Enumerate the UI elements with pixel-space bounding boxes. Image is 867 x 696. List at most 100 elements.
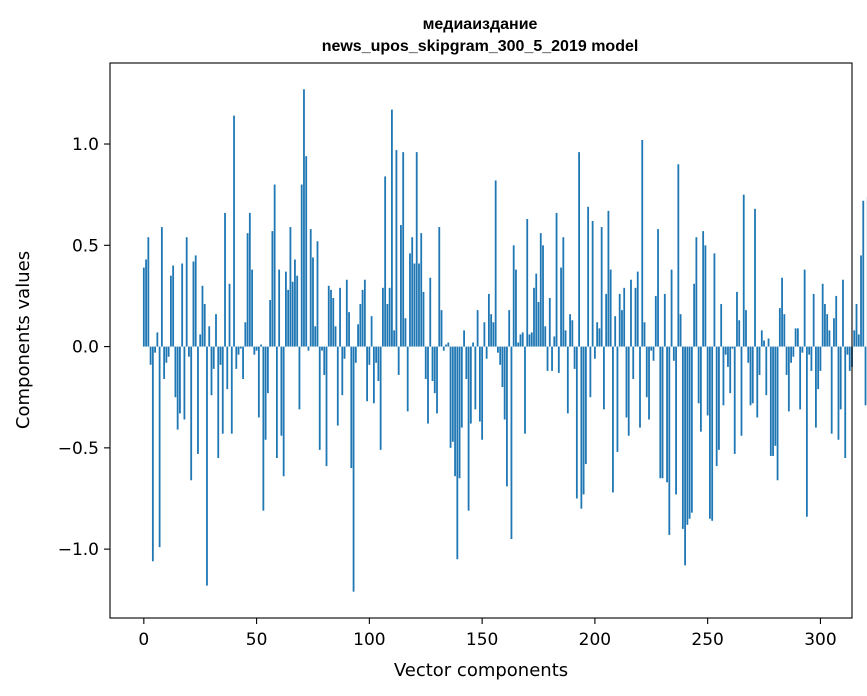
bar	[244, 322, 247, 347]
bar	[203, 304, 206, 347]
bar	[508, 310, 511, 347]
bar	[436, 346, 438, 414]
bar	[639, 346, 641, 428]
bar	[427, 346, 429, 424]
x-tick-label: 50	[246, 630, 268, 650]
bar	[433, 346, 436, 394]
bar	[792, 346, 795, 357]
bar	[715, 346, 718, 467]
bar	[271, 231, 274, 347]
bar	[582, 346, 585, 495]
bar	[720, 304, 723, 347]
bar	[643, 322, 646, 347]
bar	[239, 346, 242, 349]
bar	[727, 346, 729, 367]
bar	[530, 332, 533, 347]
bar	[357, 324, 359, 347]
bar	[805, 346, 808, 517]
bar	[442, 346, 445, 351]
bar	[729, 346, 732, 394]
y-tick-label: 0.5	[72, 236, 99, 256]
bar	[409, 253, 411, 347]
bar	[668, 346, 671, 535]
bar	[724, 346, 727, 355]
y-tick-label: 0.0	[72, 338, 99, 358]
bar	[763, 340, 765, 347]
bar	[670, 269, 673, 347]
bar	[713, 253, 716, 347]
bar	[368, 346, 371, 365]
bar	[575, 346, 578, 499]
bar	[533, 287, 535, 347]
bar	[248, 212, 251, 347]
bar	[819, 346, 822, 371]
bar	[754, 208, 756, 347]
bar	[402, 152, 405, 347]
bar	[553, 336, 556, 347]
bar	[589, 346, 592, 398]
bar	[492, 322, 495, 347]
bar	[160, 227, 163, 347]
bar	[524, 346, 526, 434]
bar	[864, 346, 867, 406]
bar	[636, 271, 639, 347]
bar	[612, 346, 614, 493]
bar	[607, 210, 610, 347]
bar	[605, 293, 608, 347]
bar	[397, 346, 400, 375]
bar	[596, 322, 599, 347]
bar	[774, 346, 777, 446]
bar	[345, 279, 348, 347]
bar	[528, 334, 531, 347]
bar	[230, 346, 233, 434]
x-tick-label: 0	[138, 630, 149, 650]
bar	[476, 310, 479, 347]
bar	[275, 346, 278, 458]
bar	[718, 346, 720, 450]
bar	[487, 293, 490, 347]
bar	[790, 346, 792, 363]
bar	[300, 184, 303, 347]
bar	[323, 346, 326, 375]
bar	[235, 346, 238, 369]
bar	[282, 346, 285, 477]
bar	[846, 346, 849, 355]
bar	[174, 346, 177, 398]
bar	[593, 346, 596, 359]
bar	[255, 346, 258, 351]
bar	[404, 318, 407, 347]
bar	[197, 346, 199, 454]
chart-subtitle: news_upos_skipgram_300_5_2019 model	[322, 38, 639, 55]
bar	[776, 346, 779, 481]
bar	[226, 346, 229, 390]
bar	[826, 314, 829, 347]
bar	[560, 267, 562, 347]
chart-title: медиаиздание	[423, 16, 538, 33]
bar	[760, 330, 763, 347]
y-axis-label: Components values	[13, 251, 34, 429]
bar	[332, 297, 335, 347]
bar	[181, 263, 184, 347]
bar	[233, 115, 235, 347]
bar	[294, 259, 296, 347]
bar	[548, 297, 551, 347]
bar	[862, 200, 865, 347]
bar	[860, 255, 862, 347]
bar	[539, 233, 542, 347]
bar	[857, 334, 860, 347]
bar	[677, 164, 680, 347]
bar	[812, 293, 815, 347]
bar	[578, 152, 580, 347]
bar	[318, 346, 321, 450]
bar	[201, 285, 204, 347]
bar	[801, 346, 804, 353]
bar	[569, 314, 571, 347]
bar	[494, 180, 497, 347]
bar	[580, 346, 583, 509]
bar	[163, 346, 166, 379]
bar	[783, 314, 786, 347]
bar	[634, 287, 637, 347]
bar	[165, 346, 168, 363]
bar	[584, 346, 587, 465]
